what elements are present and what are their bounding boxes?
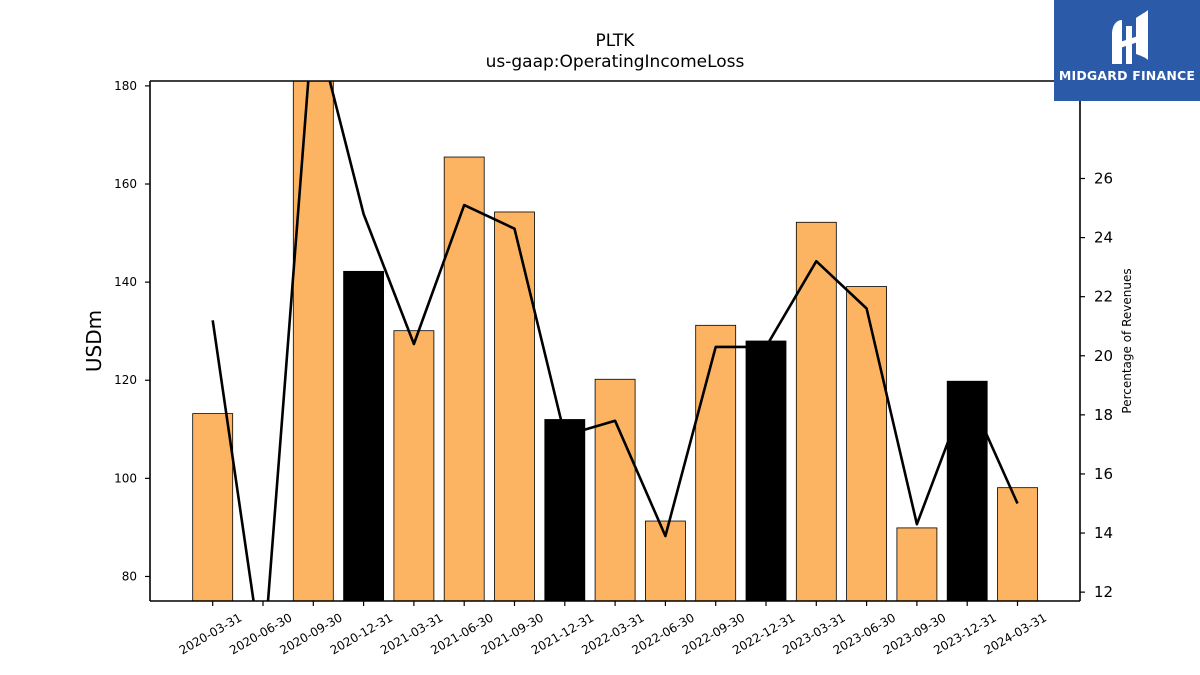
bar-2020-03-31 [192, 413, 234, 601]
bar-2021-06-30 [443, 156, 485, 601]
y2-tick-label-24: 24 [1094, 229, 1113, 247]
y-axis-label: USDm [82, 310, 106, 372]
y2-tick-label-16: 16 [1094, 465, 1113, 483]
chart-title: PLTK [595, 31, 635, 51]
bar-2023-03-31 [795, 221, 837, 601]
y2-tick-label-22: 22 [1094, 288, 1113, 306]
bar-2021-12-31 [544, 419, 586, 601]
bar-2021-09-30 [494, 211, 535, 601]
bar-2020-09-30 [292, 81, 334, 601]
bar-2021-03-31 [393, 330, 435, 601]
y-tick-label-160: 160 [114, 177, 137, 191]
bar-2020-12-31 [343, 270, 385, 601]
margin-line-series [211, 81, 1019, 601]
y-tick-label-140: 140 [114, 275, 137, 289]
bar-2023-06-30 [846, 286, 887, 601]
x-ticks: 2020-03-312020-06-302020-09-302020-12-31… [177, 601, 1049, 657]
bar-2024-03-31 [997, 487, 1038, 601]
y2-axis-label: Percentage of Revenues [1120, 268, 1134, 413]
y2-tick-label-12: 12 [1094, 583, 1113, 601]
margin-line [211, 81, 1019, 601]
bar-2022-09-30 [695, 324, 737, 601]
bar-2023-12-31 [946, 380, 988, 601]
bar-series [192, 81, 1038, 601]
y-tick-label-80: 80 [122, 569, 137, 583]
y-tick-label-100: 100 [114, 471, 137, 485]
right-y-ticks: 12 14 16 18 20 22 24 26 [1080, 170, 1113, 601]
left-y-ticks: 80 100 120 140 160 180 [114, 79, 150, 583]
brand-logo: MIDGARD FINANCE [1054, 0, 1200, 101]
bar-2022-03-31 [594, 378, 636, 601]
bar-2022-12-31 [745, 340, 787, 601]
y2-tick-label-20: 20 [1094, 347, 1113, 365]
y-tick-label-120: 120 [114, 373, 137, 387]
y-tick-label-180: 180 [114, 79, 137, 93]
bar-2023-09-30 [896, 527, 938, 601]
y2-tick-label-26: 26 [1094, 170, 1113, 188]
chart-subtitle: us-gaap:OperatingIncomeLoss [485, 52, 745, 72]
y2-tick-label-18: 18 [1094, 406, 1113, 424]
brand-name: MIDGARD FINANCE [1058, 68, 1196, 83]
y2-tick-label-14: 14 [1094, 524, 1113, 542]
midgard-logo-icon [1112, 10, 1148, 64]
